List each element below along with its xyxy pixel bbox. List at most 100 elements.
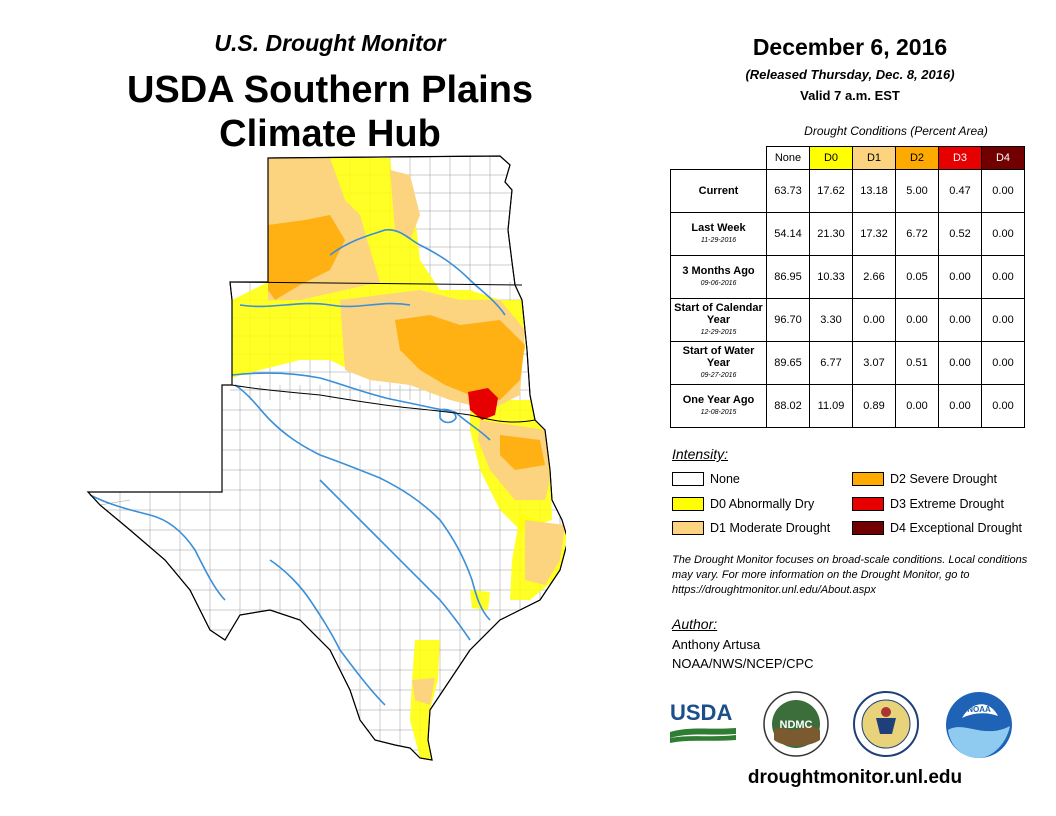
table-cell: 88.02 [766,384,810,428]
legend-item-none: None [672,472,740,486]
table-row: One Year Ago 12-08-2015 88.02 11.09 0.89 … [670,384,1025,428]
table-cell: 0.00 [895,384,939,428]
row-label-text: Current [698,185,739,197]
table-cell: 0.00 [981,212,1025,256]
legend-item-d3: D3 Extreme Drought [852,497,1004,511]
legend-label: None [710,472,740,486]
column-header-d1: D1 [852,146,896,170]
header-blank-cell [671,147,767,170]
table-cell: 10.33 [809,255,853,299]
row-label-text: Start of Calendar Year [674,301,763,326]
table-cell: 0.00 [981,255,1025,299]
row-sublabel: 09-27-2016 [700,371,737,379]
map-date: December 6, 2016 [752,34,948,60]
legend-item-d0: D0 Abnormally Dry [672,497,814,511]
ok-tx-border [231,384,536,423]
row-sublabel: 09-06-2016 [700,279,737,287]
ndmc-logo-text: NDMC [780,719,813,731]
d2-areas [268,215,545,470]
row-label: 3 Months Ago 09-06-2016 [670,255,767,299]
table-cell: 2.66 [852,255,896,299]
legend-swatch [852,497,884,511]
column-header-d2: D2 [895,146,939,170]
row-sublabel: 12-29-2015 [700,328,737,336]
legend-swatch [672,497,704,511]
row-sublabel: 12-08-2015 [700,408,737,416]
table-cell: 89.65 [766,341,810,385]
column-header-d4: D4 [981,146,1025,170]
monitor-note: The Drought Monitor focuses on broad-sca… [672,554,1028,596]
row-label: Last Week 11-29-2016 [670,212,767,256]
legend-item-d1: D1 Moderate Drought [672,521,830,535]
drought-conditions-table: None D0 D1 D2 D3 D4 Current 63.73 17.62 … [670,146,1025,428]
legend-item-d2: D2 Severe Drought [852,472,997,486]
table-cell: 54.14 [766,212,810,256]
row-label-text: One Year Ago [682,393,755,406]
table-row: 3 Months Ago 09-06-2016 86.95 10.33 2.66 … [670,255,1025,299]
table-cell: 0.00 [981,298,1025,342]
legend-label: D3 Extreme Drought [890,497,1004,511]
table-cell: 0.00 [981,384,1025,428]
table-cell: 0.51 [895,341,939,385]
table-cell: 0.00 [895,298,939,342]
drought-map [86,155,566,761]
map-subtitle: U.S. Drought Monitor [214,30,446,56]
release-date: (Released Thursday, Dec. 8, 2016) [745,67,955,82]
table-cell: 0.00 [981,341,1025,385]
table-cell: 86.95 [766,255,810,299]
legend-swatch [672,472,704,486]
state-outline [86,155,566,761]
row-label-text: Last Week [691,221,746,234]
column-header-none: None [766,146,810,170]
legend-swatch [672,521,704,535]
table-cell: 21.30 [809,212,853,256]
table-cell: 5.00 [895,169,939,213]
table-cell: 6.72 [895,212,939,256]
ndmc-logo: NDMC [763,691,829,757]
table-cell: 96.70 [766,298,810,342]
usda-logo: USDA [670,700,740,750]
usda-logo-text: USDA [670,700,733,725]
table-cell: 3.30 [809,298,853,342]
author-name: Anthony Artusa [672,637,761,652]
row-label: Start of Water Year 09-27-2016 [670,341,767,385]
d3-area [468,388,498,420]
row-label: Start of Calendar Year 12-29-2015 [670,298,767,342]
table-row: Start of Water Year 09-27-2016 89.65 6.77… [670,341,1025,385]
column-header-d3: D3 [938,146,982,170]
table-caption: Drought Conditions (Percent Area) [804,124,988,138]
noaa-logo-text: NOAA [967,705,991,714]
rivers [89,229,506,706]
table-row: Current 63.73 17.62 13.18 5.00 0.47 0.00 [670,169,1025,213]
table-cell: 0.00 [981,169,1025,213]
legend-label: D4 Exceptional Drought [890,521,1023,535]
legend-swatch [852,521,884,535]
legend-label: D2 Severe Drought [890,472,998,486]
row-label-text: 3 Months Ago [682,264,755,277]
noaa-logo: NOAA [946,692,1012,758]
table-cell: 0.00 [938,384,982,428]
legend-item-d4: D4 Exceptional Drought [852,521,1022,535]
table-cell: 0.47 [938,169,982,213]
table-cell: 3.07 [852,341,896,385]
table-cell: 11.09 [809,384,853,428]
map-title: USDA Southern Plains Climate Hub [126,69,534,155]
valid-time: Valid 7 a.m. EST [800,88,900,103]
row-label: One Year Ago 12-08-2015 [670,384,767,428]
table-cell: 6.77 [809,341,853,385]
table-cell: 0.52 [938,212,982,256]
legend-title: Intensity: [672,446,729,462]
legend-label: D1 Moderate Drought [710,521,831,535]
table-cell: 0.05 [895,255,939,299]
website-url: droughtmonitor.unl.edu [747,767,963,788]
table-row: Start of Calendar Year 12-29-2015 96.70 3… [670,298,1025,342]
table-cell: 17.32 [852,212,896,256]
commerce-seal [853,691,919,757]
usda-logo-hills [670,728,736,743]
table-cell: 0.00 [938,341,982,385]
table-cell: 13.18 [852,169,896,213]
author-org: NOAA/NWS/NCEP/CPC [672,656,814,671]
legend-label: D0 Abnormally Dry [710,497,815,511]
legend-swatch [852,472,884,486]
author-heading: Author: [672,616,718,632]
